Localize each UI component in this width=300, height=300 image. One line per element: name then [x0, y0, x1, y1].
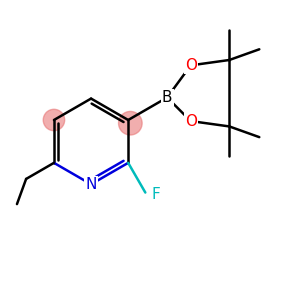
Text: B: B [162, 90, 172, 105]
Text: O: O [185, 114, 197, 129]
Circle shape [43, 109, 65, 131]
Circle shape [118, 111, 142, 135]
Text: N: N [85, 177, 97, 192]
Text: F: F [152, 187, 161, 202]
Text: O: O [185, 58, 197, 73]
